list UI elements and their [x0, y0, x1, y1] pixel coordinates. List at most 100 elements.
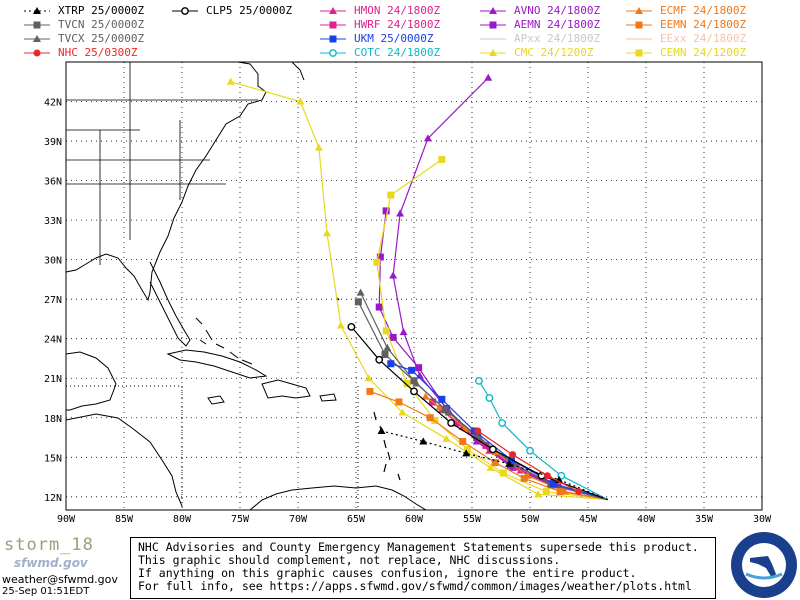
track-cemn	[373, 156, 608, 501]
track-point	[377, 426, 386, 434]
track-point	[399, 328, 408, 336]
legend-label: HWRF 24/1800Z	[354, 18, 441, 31]
track-point	[366, 387, 374, 395]
legend-marker-icon	[489, 21, 497, 29]
track-point	[474, 427, 482, 435]
legend-swatch	[626, 38, 652, 40]
legend-swatch	[626, 7, 652, 14]
track-eemn	[366, 387, 608, 501]
track-point	[382, 207, 390, 215]
track-point	[226, 77, 235, 85]
lon-label: 30W	[753, 514, 772, 525]
legend-swatch	[24, 7, 50, 14]
legend-label: APxx 24/1800Z	[514, 32, 601, 45]
track-point	[296, 97, 305, 105]
legend-label: CEMN 24/1200Z	[660, 46, 747, 59]
track-point	[376, 253, 384, 261]
legend-marker-icon	[489, 7, 497, 14]
track-point	[381, 351, 389, 359]
model-tracks	[226, 73, 608, 501]
track-nhc	[474, 427, 583, 496]
track-point	[408, 366, 416, 374]
track-line	[381, 430, 608, 501]
track-point	[395, 398, 403, 406]
track-point	[462, 449, 471, 457]
track-cmc	[226, 77, 608, 501]
track-point	[499, 469, 507, 477]
lat-label: 36N	[44, 177, 62, 188]
legend-swatch	[480, 7, 506, 14]
track-point	[438, 395, 446, 403]
track-point	[484, 73, 493, 81]
track-point	[459, 437, 467, 445]
legend-marker-icon	[635, 49, 643, 57]
storm-name: storm_18	[4, 535, 94, 555]
brand-logo-text: sfwmd.gov	[14, 556, 88, 570]
legend-marker-icon	[489, 49, 497, 56]
disclaimer-line: NHC Advisories and County Emergency Mana…	[138, 540, 699, 554]
lat-label: 42N	[44, 98, 62, 109]
track-point	[389, 333, 397, 341]
legend-label: COTC 24/1800Z	[354, 46, 441, 59]
legend-marker-icon	[33, 21, 41, 29]
track-point	[375, 355, 384, 364]
track-point	[387, 191, 395, 199]
track-point	[453, 419, 461, 427]
track-point	[438, 156, 446, 164]
track-clp5	[347, 322, 608, 501]
legend-marker-icon	[329, 35, 337, 43]
legend-label: EEMN 24/1800Z	[660, 18, 747, 31]
legend-label: TVCX 25/0000Z	[58, 32, 145, 45]
track-cotc	[475, 376, 608, 501]
track-point	[556, 488, 564, 496]
track-point	[509, 451, 517, 459]
legend-label: ECMF 24/1800Z	[660, 4, 747, 17]
lon-label: 50W	[521, 514, 540, 525]
track-point	[498, 419, 507, 427]
lon-label: 55W	[463, 514, 482, 525]
track-point	[442, 434, 451, 442]
footer-branding: storm_18 sfwmd.gov weather@sfwmd.gov 25-…	[0, 533, 130, 600]
legend-label: NHC 25/0300Z	[58, 46, 138, 59]
legend-swatch	[320, 49, 346, 57]
sfwmd-seal-logo	[731, 532, 797, 598]
track-map: 12N 15N 18N 21N 24N 27N 30N 33N 36N 39N 42N 90W 85W 8…	[44, 61, 772, 525]
track-point	[431, 416, 439, 424]
track-point	[543, 472, 551, 480]
axis-labels: 12N 15N 18N 21N 24N 27N 30N 33N 36N 39N 42N 90W 85W 8…	[44, 98, 772, 525]
track-point	[375, 303, 383, 311]
legend-label: AEMN 24/1800Z	[514, 18, 601, 31]
track-point	[389, 271, 398, 279]
track-line	[376, 159, 608, 501]
track-point	[354, 298, 362, 306]
track-point	[423, 134, 432, 142]
legend-marker-icon	[33, 35, 41, 42]
disclaimer-line: For full info, see https://apps.sfwmd.go…	[138, 579, 692, 593]
disclaimer-box: NHC Advisories and County Emergency Mana…	[130, 537, 716, 599]
track-point	[410, 387, 418, 396]
legend-swatch	[320, 21, 346, 29]
legend-swatch	[24, 49, 50, 57]
track-xtrp	[377, 426, 608, 501]
legend-label: AVNO 24/1800Z	[514, 4, 601, 17]
track-point	[347, 322, 356, 331]
legend-label: UKM 25/0000Z	[354, 32, 434, 45]
track-point	[373, 258, 381, 266]
legend-swatch	[480, 49, 506, 56]
track-point	[486, 463, 495, 471]
track-line	[360, 292, 608, 501]
legend-label: CLP5 25/0000Z	[206, 4, 293, 17]
lon-label: 85W	[115, 514, 134, 525]
track-point	[435, 403, 444, 411]
track-point	[549, 480, 557, 488]
track-point	[336, 321, 345, 329]
legend-marker-icon	[635, 21, 643, 29]
lon-label: 45W	[579, 514, 598, 525]
track-point	[356, 288, 365, 296]
legend-swatch	[320, 35, 346, 43]
track-point	[419, 437, 428, 445]
track-point	[463, 445, 471, 453]
track-point	[415, 364, 423, 372]
track-point	[364, 374, 373, 382]
legend-marker-icon	[33, 7, 41, 14]
